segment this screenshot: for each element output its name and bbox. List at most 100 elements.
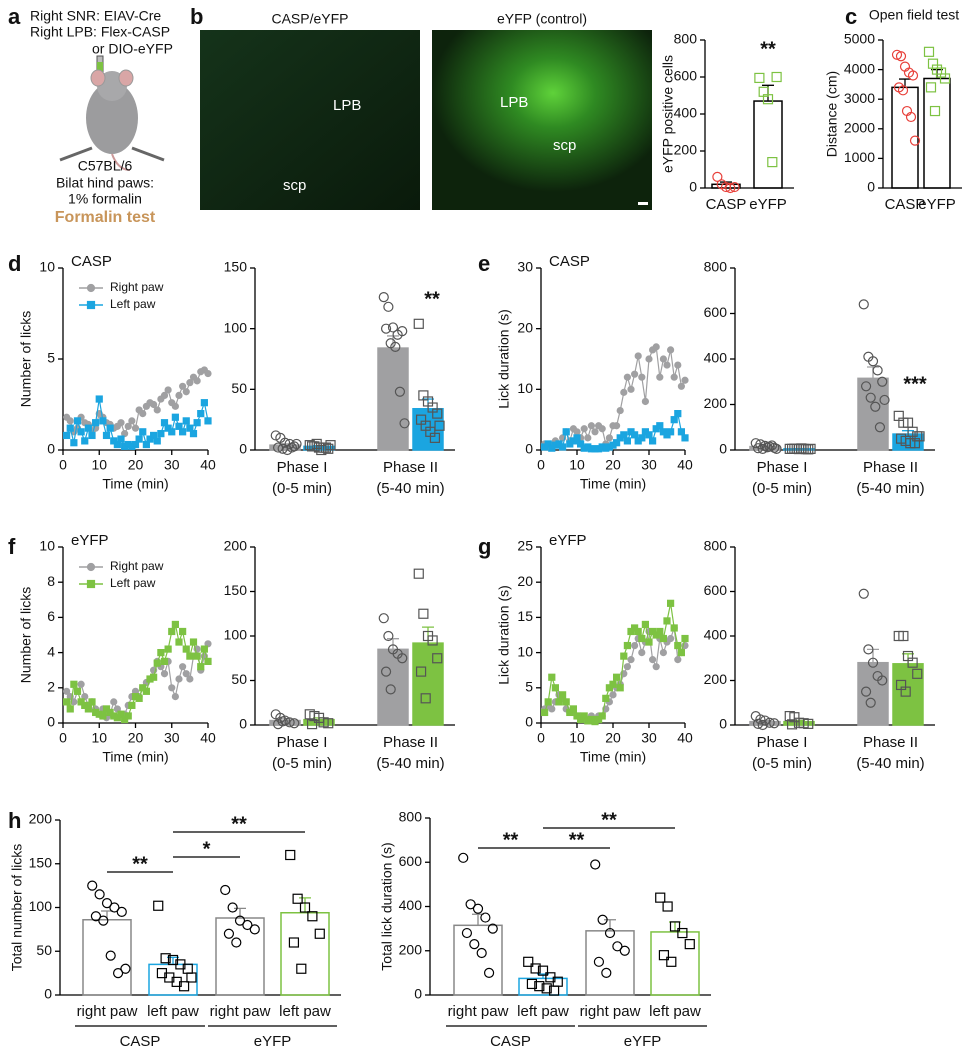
data-point	[895, 51, 907, 62]
data-point	[88, 698, 96, 706]
data-point	[677, 927, 688, 939]
data-point	[872, 365, 883, 376]
data-point	[186, 972, 197, 983]
y-tick-label: 0	[719, 441, 727, 457]
x-tick-label: 20	[128, 730, 144, 746]
data-point	[573, 428, 581, 436]
data-point	[150, 431, 158, 440]
data-point	[752, 718, 764, 729]
y-tick-label: 0	[525, 714, 533, 730]
data-point	[399, 418, 410, 429]
data-point	[81, 692, 89, 701]
y-tick-label: 4	[47, 643, 55, 659]
y-tick-label: 6	[47, 608, 55, 624]
data-point	[674, 410, 682, 418]
bar	[753, 100, 783, 189]
data-point	[135, 694, 143, 702]
data-point	[867, 657, 879, 668]
data-point	[124, 712, 132, 720]
data-point	[193, 419, 201, 427]
group-label: (5-40 min)	[376, 755, 444, 772]
data-point	[590, 859, 601, 870]
significance: **	[760, 38, 776, 60]
data-point	[905, 111, 917, 123]
data-point	[655, 892, 666, 903]
data-point	[153, 900, 164, 911]
data-point	[314, 928, 325, 939]
data-point	[870, 401, 881, 412]
data-point	[186, 652, 194, 660]
data-point	[390, 341, 401, 352]
y-tick-label: 2000	[844, 120, 875, 136]
data-point	[117, 435, 125, 443]
mouse-ear	[90, 69, 106, 87]
y-tick-label: 0	[47, 714, 55, 730]
group-label: Phase I	[277, 734, 328, 751]
data-point	[670, 624, 678, 632]
data-point	[415, 666, 427, 677]
data-point	[397, 325, 408, 337]
chart-title: eYFP	[71, 532, 109, 549]
syringe	[131, 146, 165, 162]
panel-label: f	[8, 534, 16, 559]
data-point	[413, 318, 424, 329]
group-label: eYFP	[624, 1033, 662, 1050]
data-point	[597, 914, 608, 925]
data-point	[487, 923, 498, 934]
data-point	[160, 391, 169, 399]
significance: **	[424, 288, 440, 310]
data-point	[681, 434, 689, 442]
data-point	[204, 369, 212, 378]
data-point	[898, 630, 909, 642]
data-point	[677, 428, 686, 436]
y-tick-label: 100	[29, 898, 53, 914]
data-point	[666, 428, 675, 436]
data-point	[98, 915, 109, 926]
data-point	[164, 386, 172, 394]
x-tick-label: 30	[641, 730, 657, 746]
data-point	[296, 963, 307, 974]
y-tick-label: 5	[525, 679, 533, 695]
data-point	[157, 648, 165, 657]
y-tick-label: 600	[704, 304, 728, 320]
data-point	[171, 402, 179, 410]
group-label: (5-40 min)	[856, 755, 924, 772]
data-point	[178, 981, 190, 992]
data-point	[227, 902, 238, 913]
data-point	[157, 430, 165, 438]
data-point	[131, 424, 140, 432]
schematic-text: Right SNR: EIAV-Cre	[30, 8, 161, 24]
data-point	[805, 443, 816, 454]
data-point	[291, 438, 302, 450]
data-point	[658, 950, 670, 961]
bar	[412, 642, 444, 726]
data-point	[383, 630, 394, 642]
data-point	[605, 434, 614, 442]
data-point	[142, 687, 150, 695]
x-tick-label: eYFP	[918, 196, 956, 213]
y-tick-label: 100	[224, 319, 248, 335]
data-point	[544, 698, 552, 706]
data-point	[182, 417, 190, 425]
data-point	[764, 717, 775, 728]
data-point	[197, 410, 205, 418]
y-tick-label: 8	[47, 573, 55, 589]
group-label: CASP	[490, 1033, 531, 1050]
y-tick-label: 800	[704, 538, 728, 554]
x-tick-label: 20	[605, 457, 621, 473]
x-tick-label: right paw	[77, 1003, 138, 1020]
data-point	[105, 950, 116, 961]
x-tick-label: 40	[677, 457, 693, 473]
y-axis-label: Total number of licks	[9, 844, 25, 972]
data-point	[306, 719, 318, 730]
x-tick-label: eYFP	[749, 196, 787, 213]
y-tick-label: 0	[239, 716, 247, 732]
group-label: Phase I	[757, 459, 808, 476]
data-point	[598, 425, 606, 433]
data-point	[197, 663, 205, 671]
y-tick-label: 200	[399, 941, 423, 957]
data-point	[914, 431, 925, 442]
data-point	[307, 911, 318, 922]
error-bar	[387, 638, 399, 650]
y-tick-label: 200	[704, 395, 728, 411]
